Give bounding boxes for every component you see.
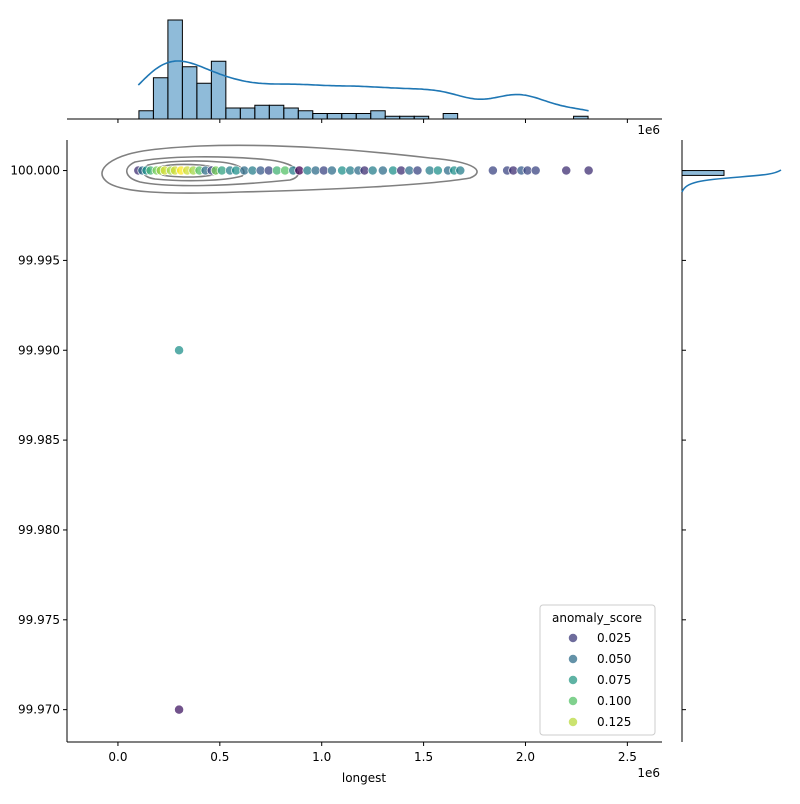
legend-label: 0.125 (597, 715, 631, 729)
x-offset-label: 1e6 (637, 766, 660, 780)
y-tick-label: 100.000 (10, 164, 60, 178)
kde-contour (101, 144, 478, 194)
legend-title: anomaly_score (552, 611, 642, 625)
legend-label: 0.050 (597, 652, 631, 666)
top-hist-bar (355, 113, 372, 120)
legend-marker (568, 675, 578, 685)
kde-contour (126, 156, 299, 187)
legend-marker (568, 633, 578, 643)
legend-marker (568, 696, 578, 706)
top-kde-curve (137, 60, 589, 112)
top-hist-bar (167, 19, 183, 120)
top-hist-bar (297, 110, 314, 120)
right-kde-curve (681, 169, 782, 193)
top-offset-label: 1e6 (637, 123, 660, 137)
y-tick-label: 99.970 (18, 703, 60, 717)
top-hist-bar (138, 110, 154, 120)
scatter-point (530, 165, 541, 176)
legend: anomaly_score 0.025 0.050 0.075 0.100 0.125 (539, 604, 656, 736)
x-tick-label: 2.5 (618, 750, 637, 764)
top-hist-bar (152, 77, 169, 120)
top-hist-bar (326, 113, 343, 120)
scatter-point (561, 165, 572, 176)
scatter-point (583, 165, 594, 176)
scatter-point (174, 704, 185, 715)
top-hist-bar (268, 104, 285, 120)
axes: 0.0 0.5 1.0 1.5 2.0 2.5 99.970 99.975 99.980 99.9… (10, 119, 686, 764)
scatter-point (412, 165, 423, 176)
top-hist-bar (225, 107, 241, 120)
top-hist-bar (239, 107, 256, 120)
legend-label: 0.100 (597, 694, 631, 708)
legend-marker (568, 654, 578, 664)
top-hist-bar (254, 104, 270, 120)
scatter-point (377, 165, 388, 176)
legend-label: 0.025 (597, 631, 631, 645)
scatter-points (133, 165, 594, 715)
scatter-point (367, 165, 378, 176)
top-hist-bar (196, 82, 212, 120)
legend-marker (568, 717, 578, 727)
top-hist-bar (283, 107, 299, 120)
x-tick-label: 0.0 (108, 750, 127, 764)
x-axis-label: longest (342, 771, 387, 785)
right-hist-bar (681, 170, 725, 176)
top-hist-bar (442, 113, 459, 120)
x-tick-label: 1.5 (414, 750, 433, 764)
scatter-point (432, 165, 443, 176)
y-tick-label: 99.990 (18, 343, 60, 357)
y-tick-label: 99.985 (18, 433, 60, 447)
x-tick-label: 0.5 (210, 750, 229, 764)
scatter-point (326, 165, 337, 176)
right-marginal (681, 140, 782, 742)
y-tick-label: 99.980 (18, 523, 60, 537)
legend-label: 0.075 (597, 673, 631, 687)
x-tick-label: 2.0 (516, 750, 535, 764)
kde-contour (142, 160, 245, 182)
top-hist-bar (210, 60, 227, 120)
top-hist-bar (312, 113, 328, 120)
x-tick-label: 1.0 (312, 750, 331, 764)
scatter-point (455, 165, 466, 176)
top-hist-bar (370, 110, 386, 120)
scatter-point (487, 165, 498, 176)
top-marginal (67, 19, 662, 120)
top-hist-bar (341, 113, 357, 120)
scatter-point (174, 345, 185, 356)
top-hist-bar (181, 66, 198, 120)
y-tick-label: 99.975 (18, 613, 60, 627)
y-tick-label: 99.995 (18, 253, 60, 267)
